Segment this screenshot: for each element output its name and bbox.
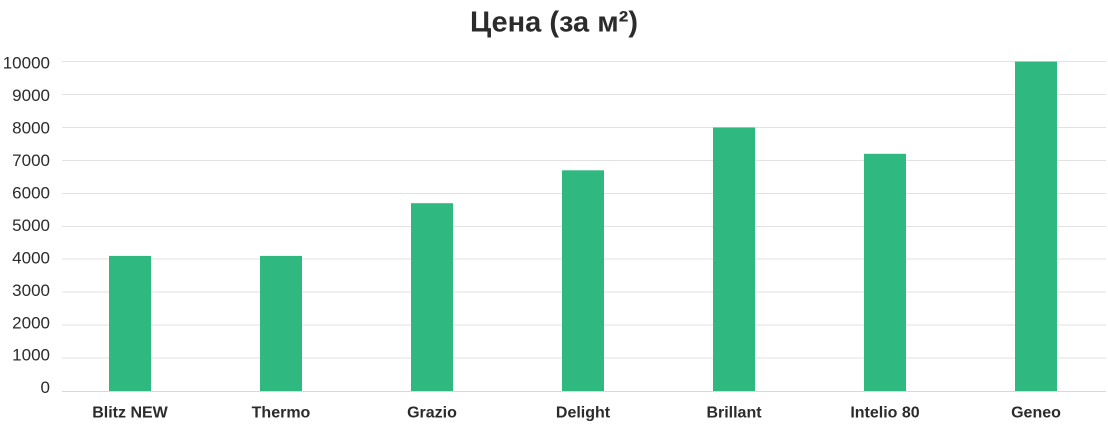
svg-text:Intelio 80: Intelio 80 — [850, 405, 919, 422]
svg-text:0: 0 — [41, 378, 50, 397]
svg-text:Delight: Delight — [556, 405, 611, 422]
svg-text:1000: 1000 — [12, 346, 50, 365]
svg-text:5000: 5000 — [12, 216, 50, 235]
svg-text:4000: 4000 — [12, 248, 50, 267]
svg-text:Brillant: Brillant — [706, 405, 762, 422]
svg-text:3000: 3000 — [12, 281, 50, 300]
svg-text:6000: 6000 — [12, 183, 50, 202]
svg-text:Blitz NEW: Blitz NEW — [92, 405, 168, 422]
svg-text:2000: 2000 — [12, 313, 50, 332]
svg-text:Thermo: Thermo — [252, 405, 311, 422]
svg-text:9000: 9000 — [12, 86, 50, 105]
svg-text:Цена (за м²): Цена (за м²) — [470, 7, 638, 39]
svg-text:10000: 10000 — [3, 54, 50, 73]
svg-text:Grazio: Grazio — [407, 405, 457, 422]
svg-text:7000: 7000 — [12, 151, 50, 170]
svg-text:Geneo: Geneo — [1011, 405, 1061, 422]
svg-text:8000: 8000 — [12, 118, 50, 137]
